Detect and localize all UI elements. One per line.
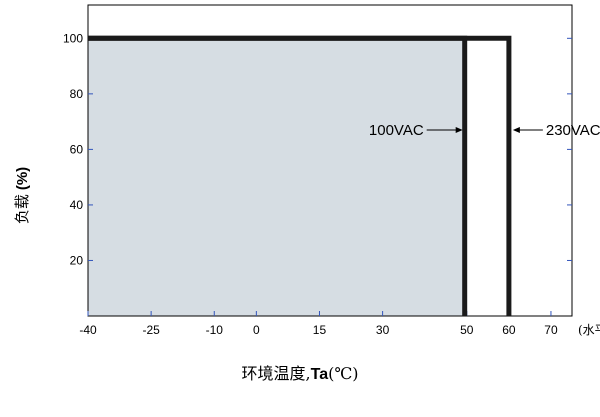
x-tick-label: 70	[544, 323, 558, 337]
shaded-area-100vac	[88, 38, 465, 317]
x-axis-title: 环境温度,Ta(℃)	[0, 360, 600, 384]
x-axis-title-unit: (℃)	[328, 364, 359, 383]
y-axis-title: 负载 (%)	[4, 150, 40, 240]
x-tick-label: -10	[206, 323, 224, 337]
y-axis-title-main: (%)	[14, 166, 32, 190]
x-axis-title-prefix: 环境温度,	[241, 364, 311, 383]
annotation-label-100vac: 100VAC	[369, 122, 424, 139]
series-line-230vac	[88, 35, 512, 316]
annotation-label-230vac: 230VAC	[546, 122, 600, 139]
x-tick-label: 60	[502, 323, 516, 337]
x-tick-label: 30	[376, 323, 390, 337]
x-axis-title-main: Ta	[310, 366, 329, 383]
x-tick-label: 15	[313, 323, 327, 337]
y-tick-label: 100	[63, 31, 83, 45]
x-tick-label: -40	[79, 323, 97, 337]
x-tick-label: -25	[142, 323, 160, 337]
plot-frame	[87, 4, 573, 317]
x-tick-label: 50	[460, 323, 474, 337]
x-axis-unit-label: (水平)	[578, 323, 600, 337]
y-tick-label: 80	[70, 87, 84, 101]
annotation-arrowhead-100vac	[455, 126, 463, 133]
y-tick-label: 40	[70, 198, 84, 212]
y-tick-label: 20	[70, 253, 84, 267]
y-tick-label: 60	[70, 142, 84, 156]
y-axis-title-prefix: 负载	[13, 193, 32, 224]
x-tick-label: 0	[253, 323, 260, 337]
annotation-arrowhead-230vac	[512, 126, 520, 133]
